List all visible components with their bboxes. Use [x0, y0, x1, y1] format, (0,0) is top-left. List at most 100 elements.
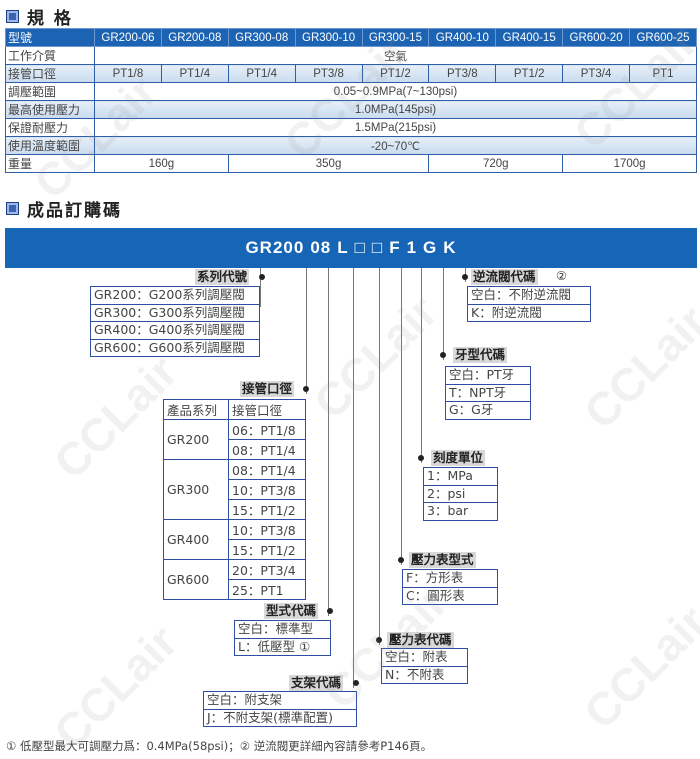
option-item: F：方形表 [406, 570, 464, 585]
pipe-row: GR600 20：PT3/4 [163, 559, 306, 600]
cell-label: 接管口徑 [5, 64, 95, 83]
spec-table: 型號 GR200-06 GR200-08 GR300-08 GR300-10 GR300-… [5, 28, 697, 173]
cell-port: PT1/2 [361, 64, 430, 83]
bullet-dot-icon [418, 455, 424, 461]
cell-port: PT3/8 [294, 64, 363, 83]
cell-model: GR600-20 [562, 28, 630, 47]
option-item: C：圓形表 [403, 586, 497, 605]
pipe-series-cell: GR400 [163, 519, 229, 560]
cell-port: PT3/4 [562, 64, 630, 83]
code-part: 08 [310, 238, 332, 257]
row-model: 型號 GR200-06 GR200-08 GR300-08 GR300-10 GR300-… [5, 28, 697, 47]
spec-title-text: 規 格 [27, 9, 73, 29]
cell-value: 350g [227, 154, 430, 173]
option-item: 空白：附支架 [207, 692, 283, 707]
watermark-logo: CCLair [573, 595, 700, 739]
option-item: 空白：標準型 [238, 621, 314, 636]
option-item: 3：bar [424, 502, 497, 520]
pipe-series-cell: GR200 [163, 419, 229, 460]
cell-value: 720g [428, 154, 564, 173]
box-check_valve: 空白：不附逆流閥 K：附逆流閥 [467, 286, 591, 322]
cell-value: 1700g [562, 154, 697, 173]
pipe-size-cell: 15：PT1/2 [228, 539, 306, 560]
box-gauge_type: F：方形表 C：圓形表 [402, 569, 498, 605]
pipe-header-cell: 接管口徑 [228, 399, 306, 420]
bullet-dot-icon [440, 352, 446, 358]
cell-model: GR300-08 [227, 28, 296, 47]
label-gauge: 壓力表代碼 [387, 632, 454, 648]
bullet-dot-icon [353, 680, 359, 686]
cell-port: PT1/4 [227, 64, 296, 83]
cell-label: 保證耐壓力 [5, 118, 95, 137]
option-item: GR200：G200系列調壓閥 [94, 287, 245, 302]
connector-line [306, 268, 307, 394]
option-item: 1：MPa [427, 468, 473, 483]
pipe-size-cell: 10：PT3/8 [228, 519, 306, 540]
label-series: 系列代號 [195, 269, 250, 285]
connector-line [379, 268, 380, 645]
connector-line [401, 268, 402, 565]
option-item: GR300：G300系列調壓閥 [91, 303, 259, 322]
option-item: GR400：G400系列調壓閥 [91, 321, 259, 339]
label-pipe: 接管口徑 [240, 381, 295, 397]
pipe-row: GR300 08：PT1/4 [163, 459, 306, 520]
cell-value: 160g [94, 154, 229, 173]
pipe-size-cell: 25：PT1 [228, 579, 306, 600]
row-proof-pressure: 保證耐壓力 1.5MPa(215psi) [5, 118, 697, 137]
pipe-row: 25：PT1 [164, 579, 306, 600]
cell-port: PT1/8 [94, 64, 162, 83]
row-port: 接管口徑 PT1/8 PT1/4 PT1/4 PT3/8 PT1/2 PT3/8 PT1/2 P… [5, 64, 697, 83]
code-part: □ [371, 238, 384, 257]
watermark-logo: CCLair [303, 285, 448, 429]
cell-value: 1.5MPa(215psi) [94, 118, 697, 137]
pipe-size-cell: 06：PT1/8 [228, 419, 306, 440]
code-part: 1 [406, 238, 418, 257]
bullet-square-icon [6, 202, 19, 215]
box-unit: 1：MPa 2：psi 3：bar [423, 467, 498, 521]
bullet-dot-icon [259, 274, 265, 280]
cell-port: PT1/4 [160, 64, 229, 83]
label-thread: 牙型代碼 [453, 347, 508, 363]
option-item: N：不附表 [382, 665, 467, 684]
cell-label: 使用溫度範圍 [5, 136, 95, 155]
row-temp: 使用溫度範圍 -20~70℃ [5, 136, 697, 155]
label-unit: 刻度單位 [431, 450, 486, 466]
box-bracket: 空白：附支架 J：不附支架(標準配置) [203, 691, 357, 727]
option-item: GR600：G600系列調壓閥 [91, 338, 259, 357]
box-thread: 空白：PT牙 T：NPT牙 G：G牙 [445, 366, 531, 420]
label-bracket: 支架代碼 [289, 675, 344, 691]
cell-value: 1.0MPa(145psi) [94, 100, 697, 119]
code-part: G [423, 238, 438, 257]
row-adjust: 調壓範圍 0.05~0.9MPa(7~130psi) [5, 82, 697, 101]
order-section-title: 成品訂購碼 [6, 196, 122, 221]
cell-label: 重量 [5, 154, 95, 173]
connector-line [328, 268, 329, 616]
row-max-pressure: 最高使用壓力 1.0MPa(145psi) [5, 100, 697, 119]
label-gauge_type: 壓力表型式 [409, 552, 476, 568]
pipe-size-cell: 15：PT1/2 [228, 499, 306, 520]
cell-model: GR600-25 [629, 28, 697, 47]
code-part: L [337, 238, 349, 257]
cell-port: PT1 [629, 64, 697, 83]
code-part: K [443, 238, 457, 257]
cell-model: GR200-08 [160, 28, 229, 47]
row-medium: 工作介質 空氣 [5, 46, 697, 65]
code-part: GR200 [245, 238, 305, 257]
cell-label: 調壓範圍 [5, 82, 95, 101]
box-type: 空白：標準型 L：低壓型 ① [234, 620, 331, 656]
label-type: 型式代碼 [264, 603, 319, 619]
option-item: 空白：不附逆流閥 [471, 287, 572, 302]
option-item: 空白：附表 [385, 649, 448, 664]
connector-line [443, 268, 444, 360]
option-item: 空白：PT牙 [449, 367, 515, 382]
cell-value: 0.05~0.9MPa(7~130psi) [94, 82, 697, 101]
code-part: □ [354, 238, 366, 257]
footnote: ① 低壓型最大可調壓力爲：0.4MPa(58psi)；② 逆流閥更詳細內容請參考… [6, 739, 433, 753]
order-code-bar: GR200 08 L □ □ F 1 G K [5, 228, 697, 268]
pipe-header-row: 產品系列 接管口徑 [163, 399, 306, 420]
box-gauge: 空白：附表 N：不附表 [381, 648, 468, 684]
pipe-series-cell: GR600 [163, 559, 229, 600]
cell-model: GR300-10 [294, 28, 363, 47]
connector-line [260, 268, 261, 307]
cell-label: 型號 [5, 28, 95, 47]
